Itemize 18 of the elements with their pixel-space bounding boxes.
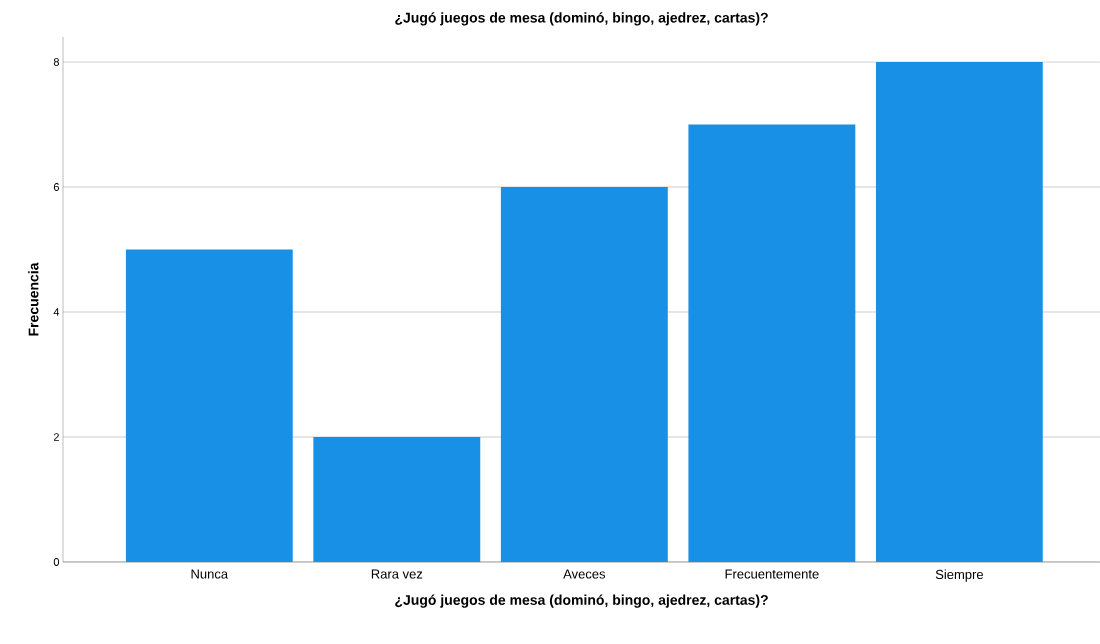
x-tick-label: Nunca	[191, 569, 229, 579]
bar	[875, 61, 1043, 562]
x-tick-label: Rara vez	[371, 569, 423, 579]
y-tick-label: 6	[53, 183, 59, 191]
chart-title: ¿Jugó juegos de mesa (dominó, bingo, ajedrez, cartas)?	[395, 12, 768, 26]
y-tick-label: 2	[53, 433, 59, 441]
y-tick-label: 8	[53, 58, 59, 66]
bar	[125, 249, 293, 562]
x-tick-label: Siempre	[935, 569, 984, 582]
y-tick-label: 4	[53, 308, 60, 316]
bar	[688, 124, 856, 562]
x-tick-label: Frecuentemente	[725, 569, 819, 579]
x-tick-label: Aveces	[563, 569, 606, 579]
y-axis-title: Frecuencia	[28, 262, 39, 336]
bar	[500, 186, 668, 562]
bar	[313, 436, 481, 562]
x-axis-title: ¿Jugó juegos de mesa (dominó, bingo, ajedrez, cartas)?	[395, 594, 768, 608]
y-tick-label: 0	[53, 558, 60, 566]
